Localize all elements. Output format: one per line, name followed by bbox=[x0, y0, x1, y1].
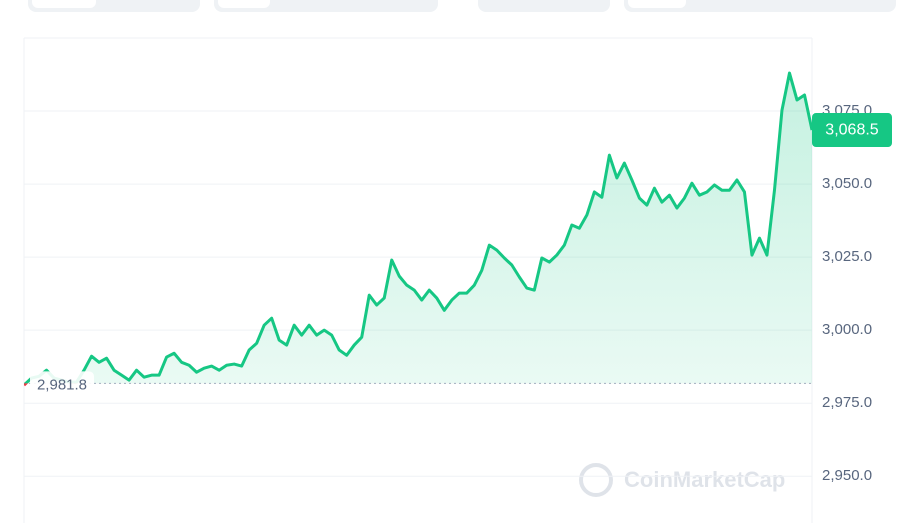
y-tick-label: 3,025.0 bbox=[822, 248, 872, 265]
price-badge bbox=[812, 113, 892, 148]
y-tick-label: 2,950.0 bbox=[822, 467, 872, 484]
watermark: CoinMarketCap bbox=[624, 467, 785, 492]
tab[interactable] bbox=[32, 0, 96, 8]
y-tick-label: 2,975.0 bbox=[822, 394, 872, 411]
tab[interactable] bbox=[218, 0, 270, 8]
y-tick-label: 3,000.0 bbox=[822, 321, 872, 338]
baseline-badge bbox=[30, 371, 94, 396]
logo: CoinMarketCap bbox=[579, 463, 785, 497]
area bbox=[25, 73, 812, 384]
price-line bbox=[24, 71, 812, 384]
y-tick-label: 3,050.0 bbox=[822, 175, 872, 192]
baseline-label: 2,981.8 bbox=[37, 376, 87, 393]
tab-group[interactable] bbox=[214, 0, 438, 12]
tab-group[interactable] bbox=[624, 0, 896, 12]
price-label: 3,068.5 bbox=[825, 121, 878, 138]
tab-group[interactable] bbox=[478, 0, 610, 12]
tab[interactable] bbox=[628, 0, 686, 8]
